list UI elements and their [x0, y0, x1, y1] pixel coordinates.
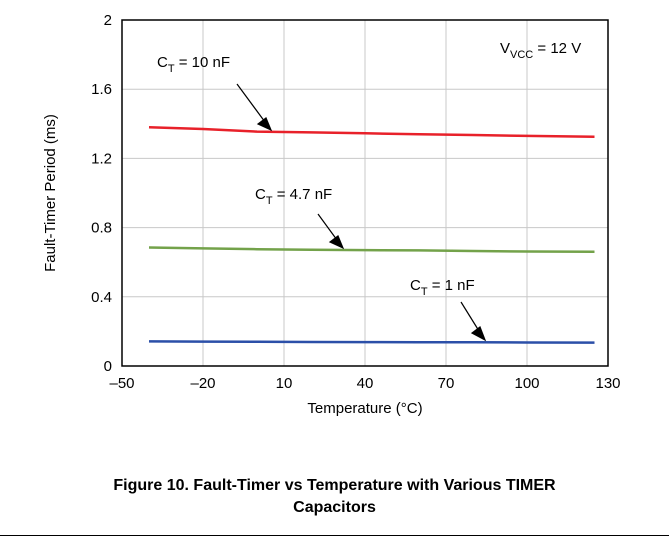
x-tick-label: –20: [190, 375, 215, 392]
x-tick-label: 70: [438, 375, 455, 392]
figure-caption: Figure 10. Fault-Timer vs Temperature wi…: [0, 475, 669, 519]
tick-labels: –50 –20 10 40 70 100 130 0 0.4 0.8 1.2 1.6 2: [91, 12, 620, 392]
annotation-ct-1nf-rest: = 1 nF: [428, 277, 475, 294]
arrow-ct-1nf-line: [460, 301, 480, 332]
annotation-arrows: [236, 83, 487, 342]
y-tick-label: 1.2: [91, 150, 112, 167]
arrow-ct-10nf-head: [256, 117, 273, 132]
caption-line-2: Capacitors: [293, 499, 376, 516]
y-tick-label: 1.6: [91, 81, 112, 98]
y-tick-label: 0.8: [91, 220, 112, 237]
series-line-3: [148, 340, 595, 344]
annotation-vvcc-main: V: [500, 40, 510, 57]
annotation-vvcc: VVCC = 12 V: [500, 40, 581, 61]
annotation-ct-4p7nf: CT = 4.7 nF: [255, 186, 332, 207]
x-tick-label: 10: [276, 375, 293, 392]
annotation-ct-4p7nf-main: C: [255, 186, 266, 203]
plot-frame: [121, 19, 609, 367]
bottom-rule: [0, 535, 669, 536]
x-tick-label: –50: [109, 375, 134, 392]
series-line-2: [148, 246, 595, 254]
y-tick-label: 0.4: [91, 289, 112, 306]
annotation-ct-1nf-sub: T: [421, 286, 428, 298]
annotation-vvcc-sub: VCC: [510, 49, 533, 61]
annotation-ct-10nf-main: C: [157, 54, 168, 71]
arrow-ct-4p7nf-line: [317, 213, 338, 241]
arrow-ct-1nf-head: [470, 326, 487, 342]
annotation-ct-10nf: CT = 10 nF: [157, 54, 230, 75]
x-tick-label: 130: [595, 375, 620, 392]
annotation-vvcc-rest: = 12 V: [533, 40, 581, 57]
series-line-1: [148, 126, 595, 139]
annotation-ct-4p7nf-rest: = 4.7 nF: [273, 186, 333, 203]
x-axis-title: Temperature (°C): [307, 400, 422, 417]
annotation-ct-1nf-main: C: [410, 277, 421, 294]
annotation-ct-4p7nf-sub: T: [266, 195, 273, 207]
annotation-ct-1nf: CT = 1 nF: [410, 277, 475, 298]
annotation-ct-10nf-sub: T: [168, 63, 175, 75]
series-group: [148, 126, 595, 344]
arrow-ct-10nf-line: [236, 83, 266, 123]
arrow-ct-4p7nf-head: [328, 235, 345, 250]
grid-lines: [122, 20, 608, 366]
chart: –50 –20 10 40 70 100 130 0 0.4 0.8 1.2 1.6 2 Tempera…: [42, 12, 621, 417]
x-tick-label: 100: [514, 375, 539, 392]
y-axis-title: Fault-Timer Period (ms): [42, 114, 59, 272]
x-tick-label: 40: [357, 375, 374, 392]
y-tick-label: 2: [104, 12, 112, 29]
y-tick-label: 0: [104, 358, 112, 375]
caption-line-1: Figure 10. Fault-Timer vs Temperature wi…: [113, 477, 556, 494]
annotation-ct-10nf-rest: = 10 nF: [175, 54, 230, 71]
